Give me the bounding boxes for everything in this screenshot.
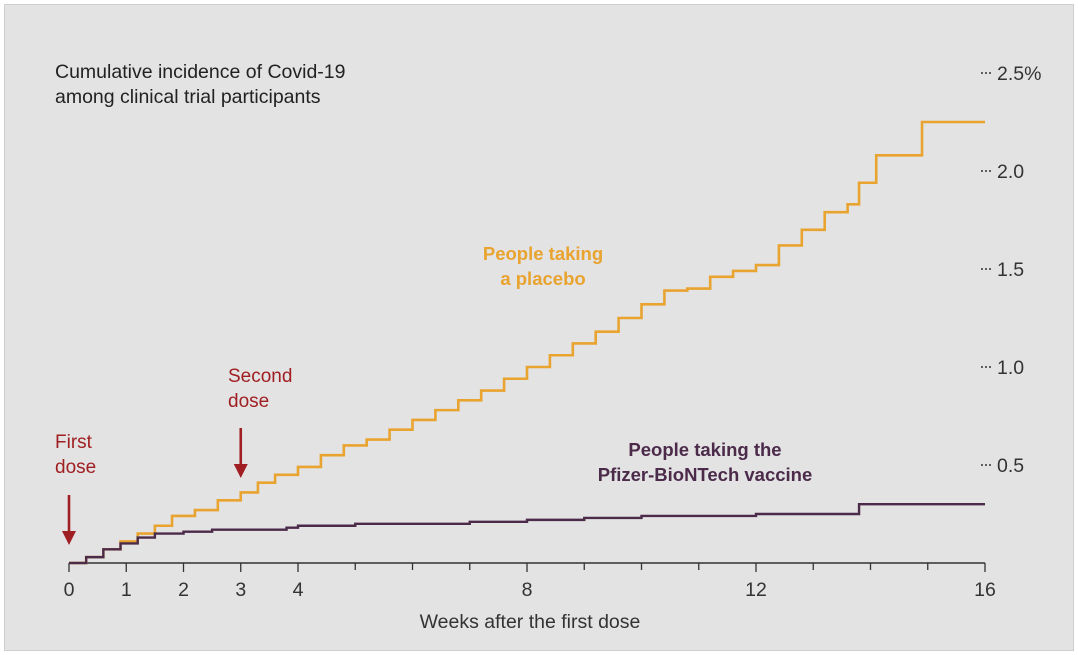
y-tick-label: 2.0 (997, 161, 1024, 183)
vaccine-line (69, 503, 985, 565)
y-tick-label: 1.5 (997, 259, 1024, 281)
y-tick-label: 0.5 (997, 455, 1024, 477)
x-tick-label-1: 1 (121, 579, 132, 601)
x-tick-label-4: 4 (293, 579, 304, 601)
axes-layer: 0 1 2 3 4 8 12 160.51.01.52.02.5% (64, 63, 1042, 601)
x-tick-label-2: 2 (178, 579, 189, 601)
y-tick-label: 1.0 (997, 357, 1024, 379)
vaccine-label-line-2: Pfizer-BioNTech vaccine (598, 464, 813, 485)
chart-title: Cumulative incidence of Covid-19 (55, 61, 345, 83)
x-tick-label-8: 8 (522, 579, 533, 601)
x-tick-label-12: 12 (745, 579, 767, 601)
placebo-line (69, 120, 985, 565)
x-tick-label-3: 3 (235, 579, 246, 601)
x-axis-label: Weeks after the first dose (420, 611, 641, 633)
label-layer: People taking a placebo People taking the P… (55, 243, 812, 545)
arrow-head (62, 531, 76, 545)
x-tick-label-16: 16 (974, 579, 996, 601)
chart-panel: Cumulative incidence of Covid-19 among c… (4, 4, 1074, 651)
first-dose-label-line-1: First (55, 432, 93, 453)
placebo-label-line-2: a placebo (500, 268, 585, 289)
chart-subtitle: among clinical trial participants (55, 86, 321, 108)
vaccine-label-line-1: People taking the (628, 439, 781, 460)
second-dose-arrow (233, 428, 248, 478)
placebo-label-line-1: People taking (483, 243, 603, 264)
x-tick-label-0: 0 (64, 579, 75, 601)
first-dose-label-line-2: dose (55, 457, 96, 478)
arrow-head (233, 464, 248, 478)
second-dose-label-line-1: Second (228, 366, 292, 387)
first-dose-arrow (62, 495, 76, 545)
y-tick-label: 2.5% (997, 63, 1041, 85)
covid-incidence-chart: Cumulative incidence of Covid-19 among c… (55, 61, 1042, 633)
second-dose-label-line-2: dose (228, 391, 269, 412)
series-layer (69, 120, 985, 565)
